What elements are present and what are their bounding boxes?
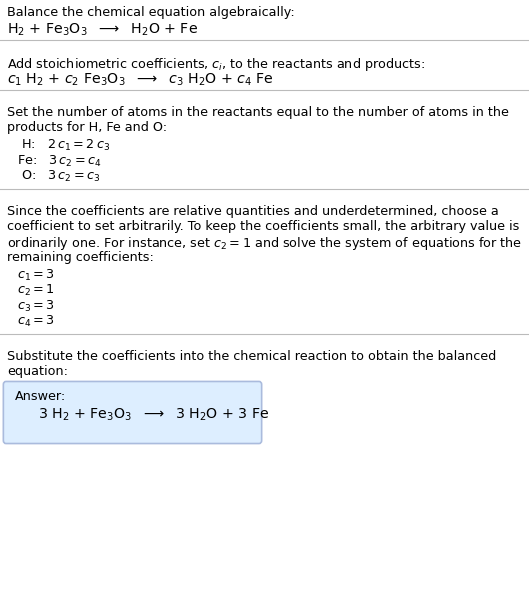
Text: Substitute the coefficients into the chemical reaction to obtain the balanced: Substitute the coefficients into the che… <box>7 350 496 362</box>
Text: $c_4 = 3$: $c_4 = 3$ <box>17 314 55 329</box>
Text: equation:: equation: <box>7 365 68 378</box>
Text: remaining coefficients:: remaining coefficients: <box>7 251 154 264</box>
Text: Balance the chemical equation algebraically:: Balance the chemical equation algebraica… <box>7 6 295 19</box>
Text: coefficient to set arbitrarily. To keep the coefficients small, the arbitrary va: coefficient to set arbitrarily. To keep … <box>7 220 519 233</box>
Text: 3 H$_2$ + Fe$_3$O$_3$  $\longrightarrow$  3 H$_2$O + 3 Fe: 3 H$_2$ + Fe$_3$O$_3$ $\longrightarrow$ … <box>38 407 269 424</box>
Text: Fe:   $3\,c_2 = c_4$: Fe: $3\,c_2 = c_4$ <box>17 154 102 169</box>
Text: $c_3 = 3$: $c_3 = 3$ <box>17 299 55 314</box>
Text: H$_2$ + Fe$_3$O$_3$  $\longrightarrow$  H$_2$O + Fe: H$_2$ + Fe$_3$O$_3$ $\longrightarrow$ H$… <box>7 21 198 38</box>
Text: products for H, Fe and O:: products for H, Fe and O: <box>7 121 167 135</box>
Text: Add stoichiometric coefficients, $c_i$, to the reactants and products:: Add stoichiometric coefficients, $c_i$, … <box>7 56 425 73</box>
FancyBboxPatch shape <box>3 381 262 444</box>
Text: $c_2 = 1$: $c_2 = 1$ <box>17 283 54 298</box>
Text: O:   $3\,c_2 = c_3$: O: $3\,c_2 = c_3$ <box>17 169 101 184</box>
Text: $c_1$ H$_2$ + $c_2$ Fe$_3$O$_3$  $\longrightarrow$  $c_3$ H$_2$O + $c_4$ Fe: $c_1$ H$_2$ + $c_2$ Fe$_3$O$_3$ $\longri… <box>7 72 274 88</box>
Text: Set the number of atoms in the reactants equal to the number of atoms in the: Set the number of atoms in the reactants… <box>7 106 509 119</box>
Text: ordinarily one. For instance, set $c_2 = 1$ and solve the system of equations fo: ordinarily one. For instance, set $c_2 =… <box>7 236 522 253</box>
Text: Since the coefficients are relative quantities and underdetermined, choose a: Since the coefficients are relative quan… <box>7 205 499 217</box>
Text: Answer:: Answer: <box>15 390 66 402</box>
Text: H:   $2\,c_1 = 2\,c_3$: H: $2\,c_1 = 2\,c_3$ <box>17 138 110 153</box>
Text: $c_1 = 3$: $c_1 = 3$ <box>17 268 55 283</box>
